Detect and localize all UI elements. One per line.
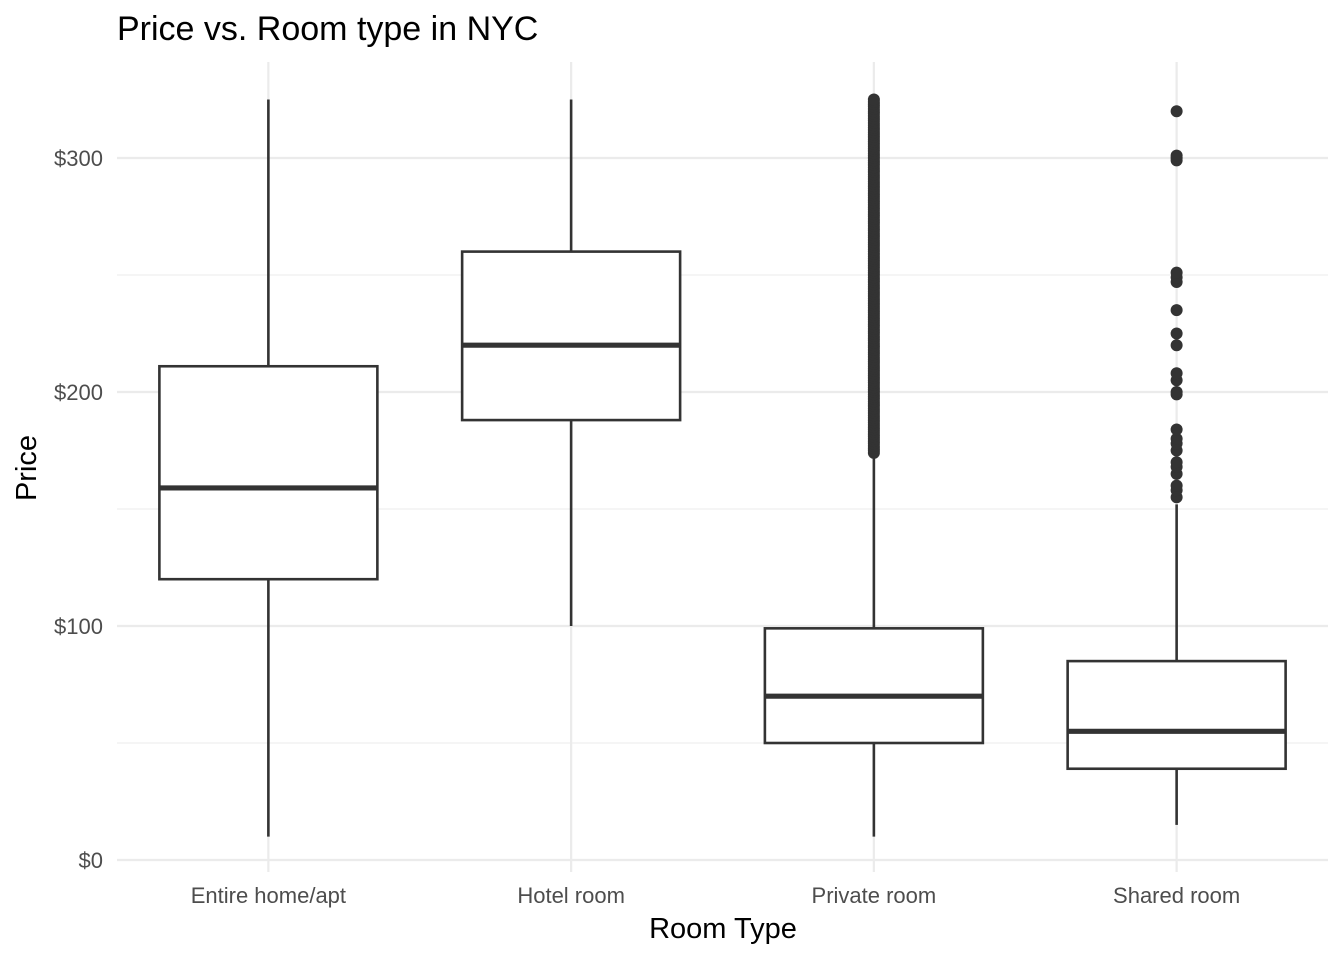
iqr-box [763,627,985,745]
outlier-point [1170,432,1183,445]
outlier-point [1170,266,1183,279]
outlier-point [1170,149,1183,162]
outlier-point [1170,339,1183,352]
outlier-point [1170,423,1183,436]
box-group [763,93,985,837]
iqr-box [158,364,379,581]
chart-title: Price vs. Room type in NYC [117,10,538,48]
outlier-point [1170,367,1183,380]
y-tick-label: $0 [79,848,103,873]
outlier-point [1170,327,1183,340]
outlier-point [1170,479,1183,492]
outlier-point [1170,456,1183,469]
box-group [1066,105,1287,825]
x-tick-label: Hotel room [517,883,625,908]
outlier-point [1170,304,1183,317]
tick-labels: $0 $100 $200 $300 Entire home/apt Hotel room P… [54,146,1240,908]
box-group [460,99,682,626]
iqr-box [460,250,682,422]
outlier-point [867,93,880,106]
x-tick-label: Private room [812,883,937,908]
y-axis-title: Price [11,435,43,501]
y-tick-label: $100 [54,614,103,639]
y-tick-label: $300 [54,146,103,171]
iqr-box [1066,659,1287,771]
outlier-point [1170,105,1183,118]
x-tick-label: Shared room [1113,883,1240,908]
box-series [158,93,1287,837]
x-axis-title: Room Type [649,913,797,945]
x-tick-label: Entire home/apt [191,883,346,908]
box-group [158,99,379,837]
outlier-point [1170,386,1183,398]
y-tick-label: $200 [54,380,103,405]
